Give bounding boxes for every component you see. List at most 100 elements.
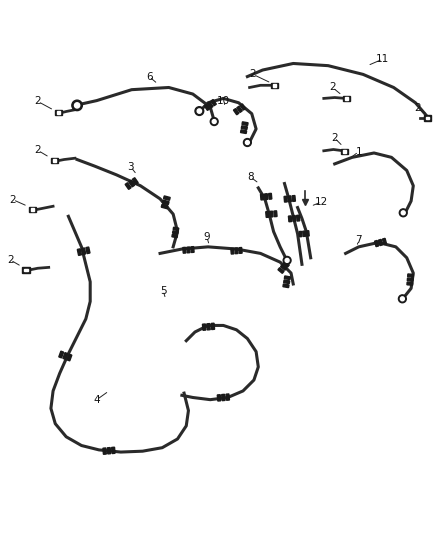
Circle shape: [285, 259, 289, 262]
Polygon shape: [207, 324, 210, 330]
Bar: [343, 96, 350, 101]
Polygon shape: [270, 211, 273, 217]
Polygon shape: [274, 211, 277, 217]
Bar: [341, 149, 348, 154]
Polygon shape: [237, 106, 242, 112]
Bar: [343, 150, 346, 152]
Polygon shape: [217, 395, 221, 401]
Text: 2: 2: [414, 103, 421, 114]
Bar: [31, 208, 34, 211]
Circle shape: [197, 109, 201, 113]
Polygon shape: [78, 249, 81, 255]
Polygon shape: [173, 231, 178, 234]
Polygon shape: [268, 193, 272, 199]
Polygon shape: [211, 323, 215, 329]
Polygon shape: [297, 215, 300, 221]
Polygon shape: [59, 351, 64, 358]
Polygon shape: [289, 216, 292, 222]
Text: 5: 5: [160, 286, 166, 295]
Text: 1: 1: [355, 147, 362, 157]
Polygon shape: [81, 248, 86, 255]
Text: 6: 6: [146, 71, 152, 82]
Bar: [53, 159, 56, 162]
Polygon shape: [265, 193, 268, 199]
Text: 11: 11: [376, 54, 389, 64]
Polygon shape: [239, 247, 242, 253]
Bar: [424, 116, 431, 120]
Polygon shape: [86, 247, 90, 254]
Polygon shape: [283, 261, 289, 267]
Polygon shape: [191, 247, 194, 253]
Polygon shape: [266, 212, 269, 217]
Polygon shape: [125, 183, 131, 189]
Bar: [57, 111, 60, 114]
Circle shape: [401, 211, 405, 215]
Polygon shape: [129, 180, 134, 187]
Polygon shape: [284, 280, 290, 284]
Polygon shape: [284, 276, 290, 280]
Polygon shape: [278, 268, 284, 273]
Polygon shape: [408, 274, 413, 277]
Polygon shape: [202, 324, 206, 330]
Text: 2: 2: [331, 133, 338, 143]
Polygon shape: [240, 104, 246, 110]
Circle shape: [72, 100, 82, 111]
Polygon shape: [233, 109, 239, 115]
Polygon shape: [112, 447, 115, 454]
Bar: [51, 158, 58, 164]
Polygon shape: [172, 235, 177, 238]
Polygon shape: [163, 196, 170, 200]
Text: 2: 2: [35, 146, 41, 155]
Polygon shape: [283, 284, 289, 288]
Circle shape: [400, 297, 404, 301]
Text: 3: 3: [127, 162, 134, 172]
Text: 9: 9: [204, 232, 210, 242]
Polygon shape: [299, 231, 302, 237]
Polygon shape: [293, 215, 296, 221]
Polygon shape: [211, 100, 216, 106]
Polygon shape: [231, 248, 234, 254]
Text: 10: 10: [217, 95, 230, 106]
Polygon shape: [240, 130, 247, 133]
Circle shape: [212, 119, 216, 124]
Text: 8: 8: [247, 172, 254, 182]
Polygon shape: [407, 278, 413, 281]
Polygon shape: [107, 448, 111, 454]
Bar: [426, 117, 429, 119]
Circle shape: [399, 295, 406, 303]
Circle shape: [283, 256, 291, 264]
Bar: [25, 269, 28, 271]
Bar: [272, 83, 279, 88]
Text: 7: 7: [355, 235, 362, 245]
Polygon shape: [208, 102, 213, 108]
Polygon shape: [222, 394, 225, 401]
Text: 2: 2: [7, 255, 14, 265]
Text: 12: 12: [315, 197, 328, 207]
Text: 4: 4: [93, 394, 100, 405]
Bar: [28, 207, 35, 212]
Polygon shape: [67, 354, 72, 361]
Polygon shape: [407, 282, 413, 285]
Polygon shape: [226, 394, 230, 400]
Polygon shape: [187, 247, 190, 253]
Polygon shape: [162, 200, 169, 205]
Polygon shape: [288, 196, 291, 202]
Polygon shape: [183, 247, 186, 253]
Polygon shape: [303, 231, 306, 237]
Polygon shape: [292, 196, 295, 201]
Polygon shape: [132, 177, 138, 184]
Bar: [22, 268, 29, 272]
Polygon shape: [378, 239, 382, 246]
Text: 2: 2: [35, 96, 41, 107]
Polygon shape: [173, 227, 179, 230]
Polygon shape: [281, 264, 286, 270]
Polygon shape: [284, 196, 287, 202]
Bar: [273, 84, 276, 87]
Polygon shape: [242, 122, 248, 125]
Circle shape: [210, 118, 218, 125]
Polygon shape: [161, 204, 168, 209]
Circle shape: [399, 209, 407, 217]
Polygon shape: [204, 104, 210, 110]
Circle shape: [245, 141, 249, 144]
Polygon shape: [261, 194, 264, 200]
